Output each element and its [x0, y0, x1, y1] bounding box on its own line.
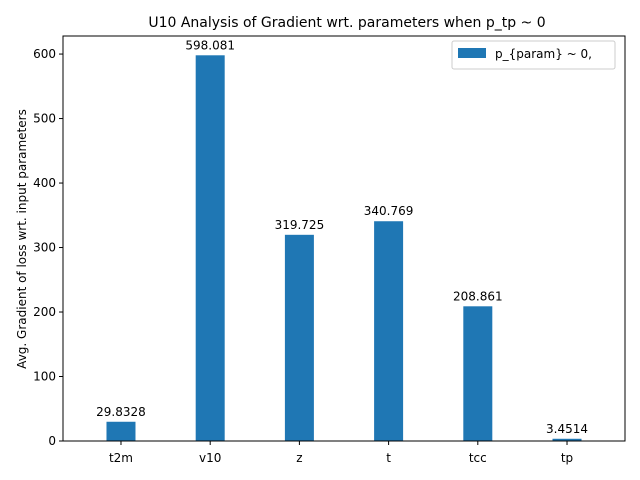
- data-labels: 29.8328 598.081 319.725 340.769 208.861 3.451…: [96, 38, 588, 435]
- bar: [552, 438, 582, 441]
- x-tick-label: z: [296, 451, 302, 465]
- bar-value-label: 3.4514: [546, 422, 588, 436]
- x-tick-label: t2m: [109, 451, 133, 465]
- x-tick-label: t: [386, 451, 391, 465]
- legend-swatch: [458, 48, 486, 58]
- bar-value-label: 598.081: [185, 38, 235, 52]
- y-axis: 0 100 200 300 400 500 600: [33, 47, 63, 448]
- y-tick-label: 200: [33, 305, 56, 319]
- bar-value-label: 29.8328: [96, 405, 146, 419]
- bar: [106, 421, 136, 441]
- bar-value-label: 319.725: [275, 218, 325, 232]
- y-tick-label: 600: [33, 47, 56, 61]
- y-axis-label: Avg. Gradient of loss wrt. input paramet…: [15, 109, 29, 369]
- chart-title: U10 Analysis of Gradient wrt. parameters…: [148, 15, 545, 31]
- y-tick-label: 500: [33, 112, 56, 126]
- legend-box: [451, 40, 616, 70]
- y-tick-label: 300: [33, 241, 56, 255]
- bar: [284, 234, 314, 441]
- x-tick-label: v10: [199, 451, 221, 465]
- x-tick-label: tcc: [469, 451, 487, 465]
- bar: [374, 221, 404, 441]
- bar-value-label: 340.769: [364, 204, 414, 218]
- bar: [463, 306, 493, 441]
- y-tick-label: 400: [33, 176, 56, 190]
- bar-value-label: 208.861: [453, 289, 503, 303]
- legend: p_{param} ~ 0,: [451, 40, 616, 70]
- y-tick-label: 0: [48, 434, 56, 448]
- bars: [106, 55, 582, 442]
- plot-frame: [62, 35, 626, 442]
- x-axis: t2m v10 z t tcc tp: [109, 441, 573, 465]
- x-tick-label: tp: [561, 451, 573, 465]
- legend-label: p_{param} ~ 0,: [495, 47, 592, 61]
- bar: [195, 55, 225, 442]
- y-tick-label: 100: [33, 370, 56, 384]
